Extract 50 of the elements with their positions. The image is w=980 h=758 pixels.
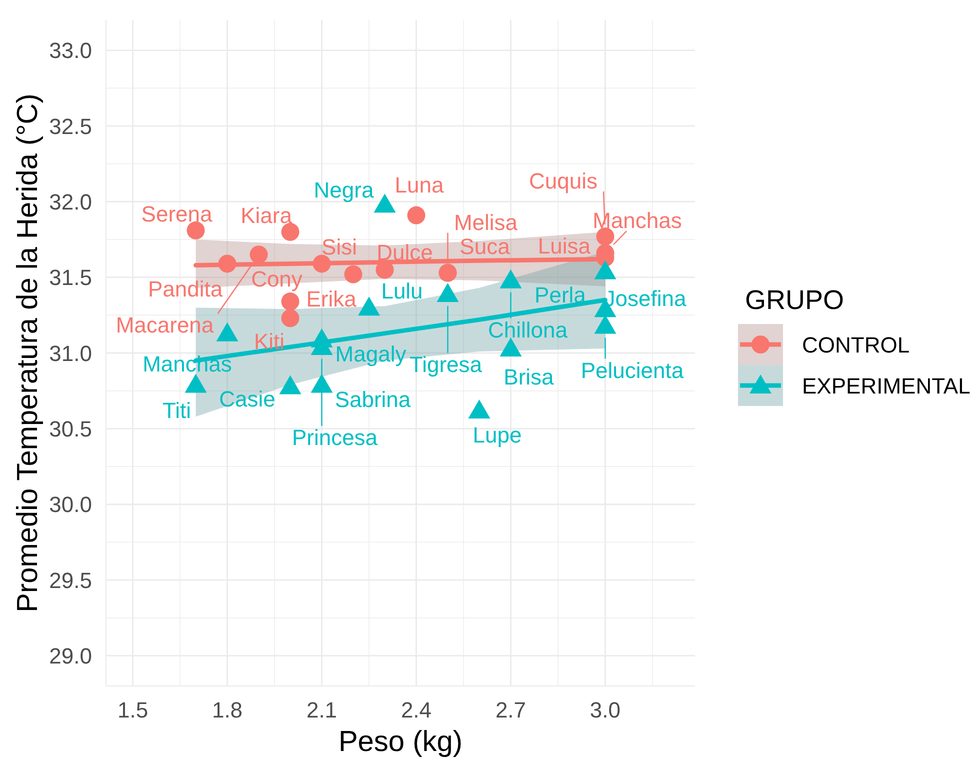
data-label: Lupe <box>472 422 522 448</box>
x-tick-label: 2.7 <box>495 698 526 723</box>
data-label: Suca <box>460 233 511 258</box>
data-label: Dulce <box>376 239 433 264</box>
data-label: Pandita <box>148 276 224 302</box>
data-label: Princesa <box>292 424 378 450</box>
x-tick-label: 3.0 <box>590 698 621 723</box>
data-label: Sisi <box>322 234 357 259</box>
x-tick-label: 2.4 <box>400 698 432 723</box>
y-tick-label: 29.5 <box>49 568 92 593</box>
data-label: Josefina <box>604 286 687 311</box>
data-label: Manchas <box>142 350 232 376</box>
data-label: Kiara <box>240 202 293 228</box>
data-label: Tigresa <box>409 351 483 376</box>
y-tick-label: 30.0 <box>49 492 92 518</box>
y-tick-label: 30.5 <box>49 416 92 442</box>
y-tick-label: 33.0 <box>49 38 92 64</box>
x-tick-label: 1.5 <box>117 698 148 723</box>
y-tick-label: 29.0 <box>49 644 92 669</box>
legend-label: CONTROL <box>802 332 910 357</box>
data-label: Kiti <box>254 328 285 354</box>
x-tick-label: 1.8 <box>212 698 243 723</box>
data-label: Brisa <box>504 364 555 389</box>
data-label: Manchas <box>592 208 682 233</box>
y-axis-title: Promedio Temperatura de la Herida (°C) <box>12 94 44 612</box>
data-label: Magaly <box>335 340 406 366</box>
data-label: Negra <box>314 177 374 202</box>
data-label: Pelucienta <box>580 357 684 382</box>
y-tick-label: 32.5 <box>49 114 92 139</box>
data-label: Serena <box>141 200 213 226</box>
data-label: Titi <box>162 397 192 422</box>
legend-title: GRUPO <box>745 285 844 315</box>
data-label: Chillona <box>488 316 568 342</box>
data-label: Macarena <box>116 312 214 338</box>
data-label: Cuquis <box>528 168 598 193</box>
legend-label: EXPERIMENTAL <box>802 373 970 398</box>
data-label: Perla <box>534 282 587 307</box>
x-axis-title: Peso (kg) <box>338 726 463 758</box>
y-tick-label: 31.5 <box>49 265 92 290</box>
y-tick-label: 31.0 <box>49 340 92 366</box>
data-label: Casie <box>219 386 276 411</box>
data-label: Sabrina <box>334 386 412 412</box>
data-label: Erika <box>306 286 358 312</box>
data-label: Luna <box>394 172 444 197</box>
y-tick-label: 32.0 <box>49 189 92 214</box>
data-label: Melisa <box>454 209 518 234</box>
data-label: Luisa <box>538 233 592 258</box>
x-tick-label: 2.1 <box>306 698 338 723</box>
data-label: Lulu <box>381 278 423 304</box>
data-label: Cony <box>251 266 302 292</box>
